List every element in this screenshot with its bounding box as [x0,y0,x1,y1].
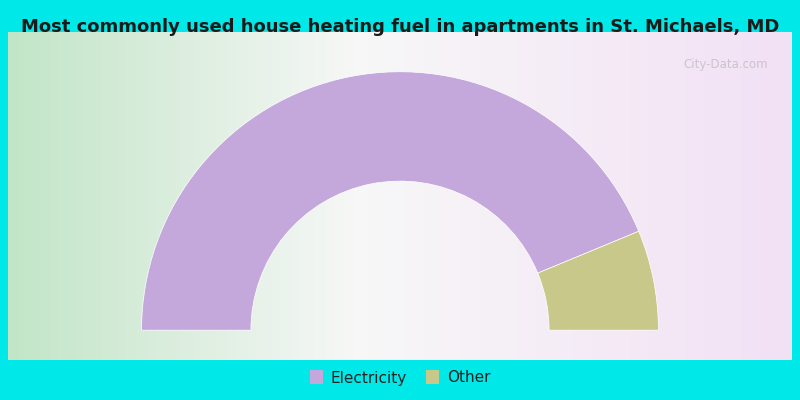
Text: Most commonly used house heating fuel in apartments in St. Michaels, MD: Most commonly used house heating fuel in… [21,18,779,36]
Legend: Electricity, Other: Electricity, Other [303,364,497,392]
Wedge shape [538,231,658,330]
Wedge shape [142,72,638,330]
Text: City-Data.com: City-Data.com [684,58,769,71]
